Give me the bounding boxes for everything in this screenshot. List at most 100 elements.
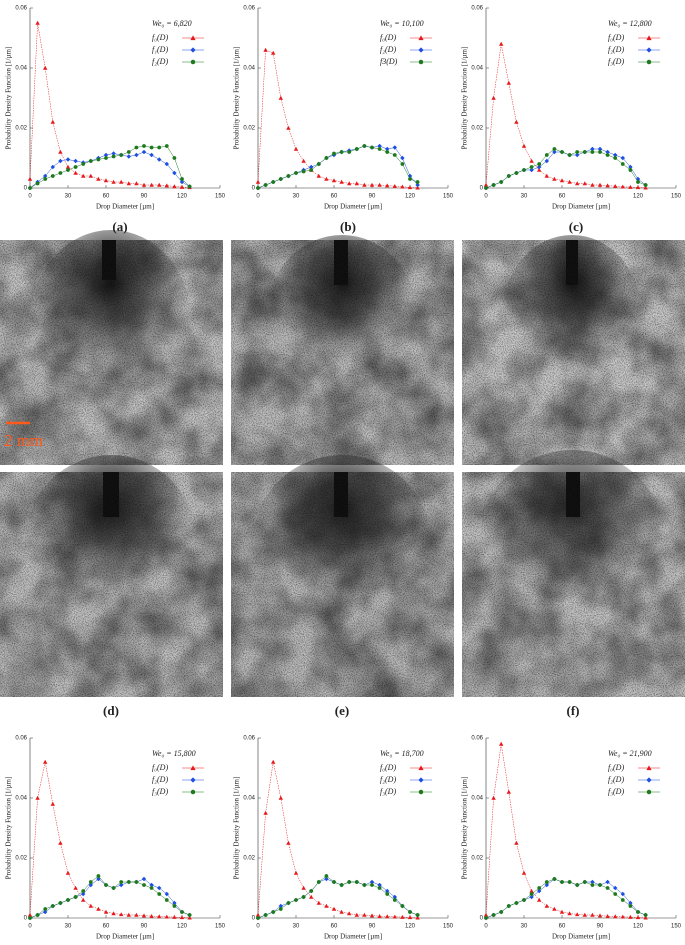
marker [628,168,633,172]
marker [58,149,63,154]
marker [491,95,496,100]
marker [347,880,352,884]
marker [605,149,610,155]
y-axis-title: Probability Density Function [1/µm] [233,47,241,150]
x-tick-label: 30 [521,194,528,200]
marker [597,913,603,918]
marker [271,910,276,914]
legend-label: f₂(D) [608,45,624,54]
marker [301,158,306,163]
marker [187,913,192,917]
marker [400,162,405,166]
marker [190,35,196,41]
x-tick-label: 150 [443,194,454,200]
x-axis-title: Drop Diameter [µm] [96,933,154,941]
marker [149,152,154,158]
marker [88,903,93,908]
marker [339,909,344,914]
marker [407,173,413,179]
marker [111,911,116,916]
marker [635,915,641,920]
marker [103,909,109,914]
marker [529,892,534,896]
marker [149,182,154,187]
marker [179,184,185,189]
marker [415,915,420,920]
y-tick-label: 0.02 [15,126,27,132]
marker [278,907,283,911]
legend-label: f₀(D) [380,763,396,772]
marker [43,173,48,179]
marker [522,898,526,902]
y-axis-title: Probability Density Function [1/µm] [5,47,13,150]
marker [544,158,549,164]
marker [190,47,196,53]
marker [537,886,542,890]
marker [81,889,86,893]
y-tick-label: 0.06 [471,6,483,12]
marker [339,883,344,887]
marker [119,882,124,888]
marker [620,898,625,902]
marker [50,119,55,124]
marker [119,153,124,157]
marker [590,150,595,154]
marker [354,880,359,884]
y-tick-label: 0 [252,186,256,192]
marker [58,901,63,905]
marker [73,885,78,890]
marker [50,801,55,806]
marker [643,915,648,920]
marker [134,880,139,884]
y-tick-label: 0.06 [243,736,255,742]
marker [408,177,412,181]
marker [164,144,169,148]
marker [301,169,306,174]
marker [43,177,48,181]
marker [96,906,101,911]
marker [126,154,131,159]
marker [50,174,55,178]
marker [529,158,534,163]
marker [628,184,633,189]
marker [544,153,549,157]
marker [415,185,420,190]
marker [73,165,78,169]
x-tick-label: 60 [559,924,566,930]
y-tick-label: 0.04 [243,66,255,72]
x-tick-label: 150 [215,924,226,930]
marker [104,156,108,160]
marker [646,47,652,53]
marker [590,912,595,917]
marker [58,171,63,175]
series-line [485,148,646,189]
marker [491,183,496,187]
legend-label: f₃(D) [380,787,396,796]
marker [385,183,390,188]
panel-label: (c) [569,219,583,234]
marker [385,892,390,896]
marker [149,886,154,890]
legend-label: f₂(D) [380,775,396,784]
marker [316,880,321,884]
x-tick-label: 60 [559,194,566,200]
marker [514,840,519,845]
marker [286,901,291,905]
marker [354,181,359,186]
series-line [29,761,190,918]
marker [126,150,131,154]
series-line [485,148,646,189]
marker [255,179,261,184]
marker [646,777,652,783]
marker [28,916,32,920]
series-line [29,145,190,189]
marker [164,161,169,167]
marker [43,907,48,911]
marker [514,119,519,124]
marker [179,915,185,920]
y-axis-title: Probability Density Function [1/µm] [5,777,13,880]
marker [73,158,78,164]
marker [149,145,154,150]
y-axis-title: Probability Density Function [1/µm] [233,777,241,880]
series-line [257,878,418,919]
